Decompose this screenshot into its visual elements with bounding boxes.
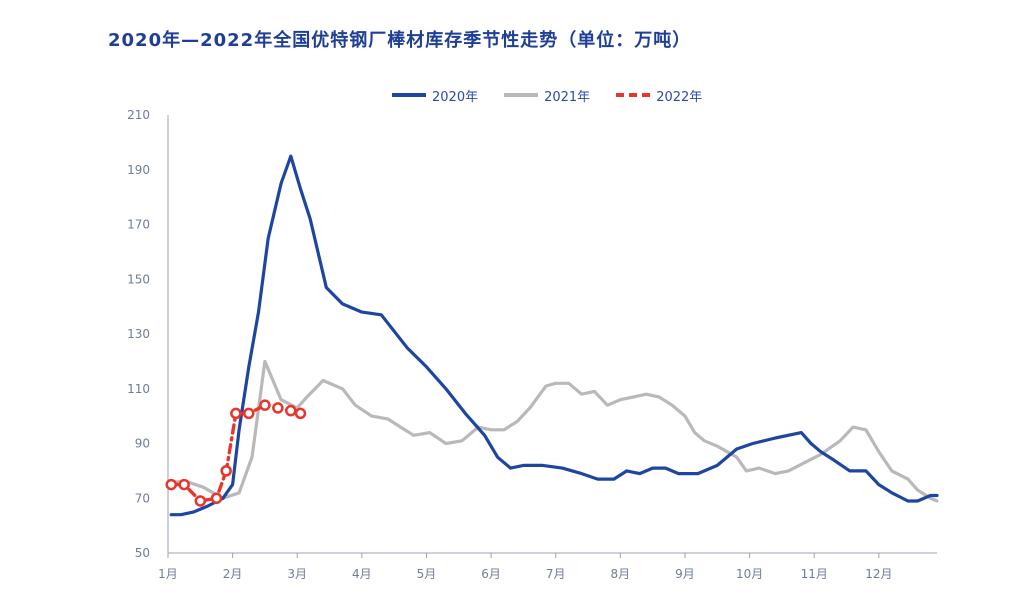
series-line-2021年 (169, 359, 939, 503)
series-point-2022 (259, 399, 271, 411)
legend-item-2020: 2020年 (392, 86, 478, 105)
legend-item-2021: 2021年 (504, 86, 590, 105)
x-tick-label: 8月 (611, 567, 631, 581)
legend-label-2020: 2020年 (432, 89, 479, 105)
x-tick-label: 11月 (801, 567, 828, 581)
x-tick-label: 10月 (736, 567, 763, 581)
x-tick-label: 7月 (546, 567, 566, 581)
legend-label-2022: 2022年 (656, 89, 703, 105)
y-tick-label: 190 (127, 163, 150, 177)
y-tick-label: 90 (135, 437, 150, 451)
x-tick-label: 2月 (223, 567, 243, 581)
chart-title: 2020年—2022年全国优特钢厂棒材库存季节性走势（单位：万吨） (108, 30, 692, 51)
y-tick-label: 130 (127, 327, 150, 341)
series-point-2022 (285, 404, 297, 417)
series-point-2022 (220, 465, 232, 477)
x-tick-label: 4月 (352, 567, 372, 581)
legend-swatch-2022 (616, 93, 651, 97)
series-point-2022 (210, 492, 223, 504)
x-tick-label: 3月 (287, 567, 307, 581)
series-point-2022 (272, 402, 284, 414)
legend: 2020年 2021年 2022年 (392, 84, 728, 106)
y-tick-label: 150 (127, 272, 150, 286)
series-point-2022 (165, 478, 177, 491)
x-tick-label: 6月 (481, 567, 501, 581)
legend-item-2022: 2022年 (616, 86, 702, 105)
series-point-2022 (178, 478, 190, 491)
series-point-2022 (294, 407, 307, 420)
legend-swatch-2021 (504, 93, 539, 97)
y-tick-label: 50 (135, 546, 150, 560)
y-tick-label: 170 (127, 218, 150, 232)
series-line-2020年 (169, 154, 939, 517)
y-tick-label: 210 (127, 108, 150, 122)
x-tick-label: 5月 (417, 567, 437, 581)
x-tick-label: 9月 (675, 567, 695, 581)
y-tick-label: 110 (127, 382, 150, 396)
legend-label-2021: 2021年 (544, 89, 591, 105)
series-point-2022 (194, 495, 207, 507)
legend-swatch-2020 (392, 93, 426, 97)
series-point-2022 (243, 407, 255, 420)
y-tick-label: 70 (135, 491, 150, 505)
series-point-2022 (230, 407, 242, 420)
x-tick-label: 12月 (865, 567, 892, 581)
x-tick-label: 1月 (158, 567, 178, 581)
